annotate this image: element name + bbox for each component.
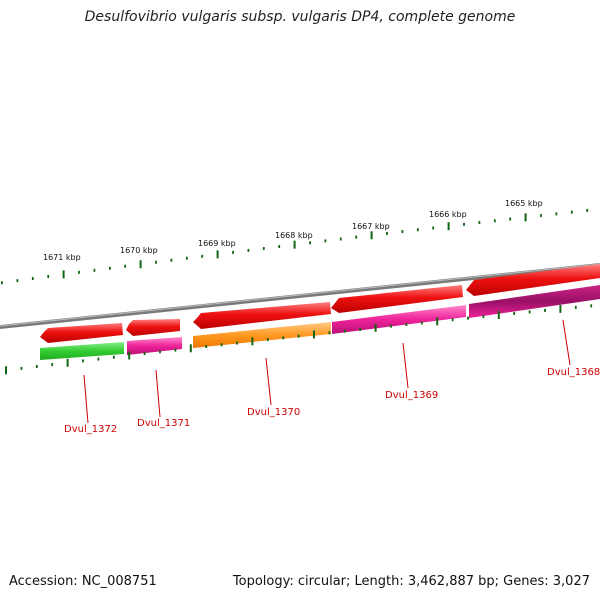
accession-text: Accession: NC_008751 bbox=[9, 574, 157, 589]
gene-feature[interactable] bbox=[466, 264, 600, 296]
gene-feature[interactable] bbox=[332, 305, 466, 334]
gene-feature[interactable] bbox=[193, 322, 331, 348]
scale-label: 1669 kbp bbox=[198, 239, 236, 248]
gene-feature[interactable] bbox=[40, 323, 123, 343]
reverse-strand-genes bbox=[40, 285, 600, 360]
scale-label: 1667 kbp bbox=[352, 222, 390, 231]
gene-feature[interactable] bbox=[331, 285, 463, 313]
gene-feature[interactable] bbox=[40, 342, 124, 360]
forward-strand-genes bbox=[40, 264, 600, 343]
genome-backbone-highlight bbox=[0, 263, 600, 327]
gene-label-dvul-1370[interactable]: Dvul_1370 bbox=[247, 407, 300, 418]
genome-summary-text: Topology: circular; Length: 3,462,887 bp… bbox=[232, 574, 590, 589]
gene-label-dvul-1371[interactable]: Dvul_1371 bbox=[137, 418, 190, 429]
gene-label-dvul-1368[interactable]: Dvul_1368 bbox=[547, 367, 600, 378]
scale-labels: 1671 kbp 1670 kbp 1669 kbp 1668 kbp 1667… bbox=[43, 199, 543, 262]
scale-label: 1670 kbp bbox=[120, 246, 158, 255]
scale-label: 1668 kbp bbox=[275, 231, 313, 240]
scale-label: 1665 kbp bbox=[505, 199, 543, 208]
gene-labels: Dvul_1372 Dvul_1371 Dvul_1370 Dvul_1369 … bbox=[64, 367, 600, 435]
gene-feature[interactable] bbox=[127, 337, 182, 355]
scale-label: 1666 kbp bbox=[429, 210, 467, 219]
gene-label-leaders bbox=[83, 319, 571, 424]
scale-label: 1671 kbp bbox=[43, 253, 81, 262]
outer-scale-ring bbox=[1, 208, 589, 285]
inner-scale-ring bbox=[5, 304, 593, 375]
gene-feature[interactable] bbox=[469, 285, 600, 318]
gene-feature[interactable] bbox=[126, 319, 180, 336]
map-title: Desulfovibrio vulgaris subsp. vulgaris D… bbox=[84, 9, 516, 25]
gene-label-dvul-1372[interactable]: Dvul_1372 bbox=[64, 424, 117, 435]
gene-feature[interactable] bbox=[193, 302, 331, 329]
genome-backbone bbox=[0, 263, 600, 329]
gene-label-dvul-1369[interactable]: Dvul_1369 bbox=[385, 390, 438, 401]
